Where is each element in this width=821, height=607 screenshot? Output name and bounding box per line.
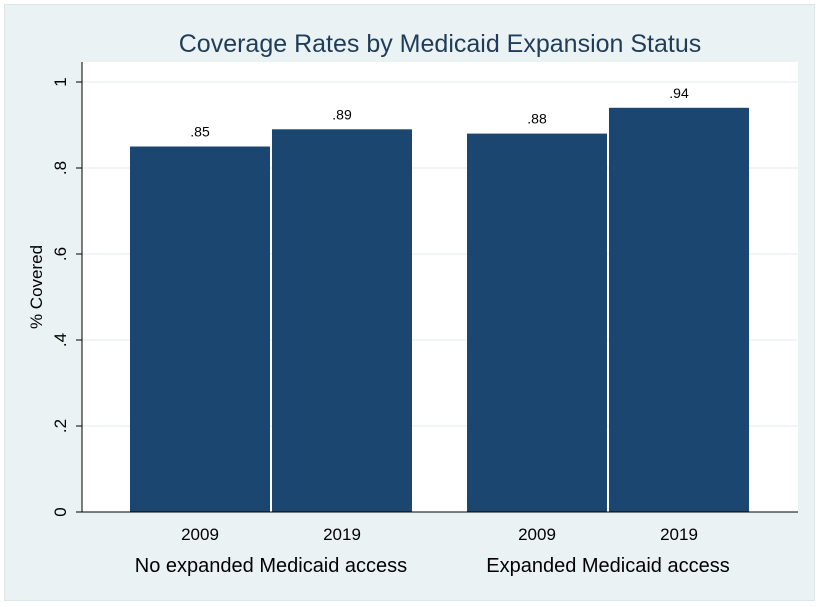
x-tick-label: 2009 (518, 525, 556, 544)
y-tick-label: .6 (51, 247, 70, 261)
x-tick-label: 2019 (323, 525, 361, 544)
bars (130, 107, 749, 513)
bar (467, 133, 607, 512)
bar-value-label: .88 (527, 111, 547, 127)
bar-value-label: .85 (190, 124, 210, 140)
bar (130, 146, 270, 512)
y-tick-label: .2 (51, 419, 70, 433)
bar-value-label: .89 (332, 106, 352, 122)
group-label: No expanded Medicaid access (135, 555, 407, 577)
bar (609, 107, 749, 513)
chart-title: Coverage Rates by Medicaid Expansion Sta… (179, 30, 702, 58)
y-axis-label: % Covered (27, 245, 46, 329)
y-tick-label: .8 (51, 161, 70, 175)
y-tick-label: 1 (51, 77, 70, 86)
x-tick-label: 2009 (181, 525, 219, 544)
y-tick-label: .4 (51, 333, 70, 347)
x-tick-label: 2019 (660, 525, 698, 544)
category-labels: .85 2009 .89 2019 No expanded Medicaid acces… (135, 85, 730, 577)
y-axis-ticks: 0 .2 .4 .6 .8 1 (51, 77, 82, 517)
group-label: Expanded Medicaid access (486, 555, 729, 577)
y-tick-label: 0 (51, 507, 70, 516)
bar-value-label: .94 (669, 85, 689, 101)
bar (272, 129, 412, 513)
